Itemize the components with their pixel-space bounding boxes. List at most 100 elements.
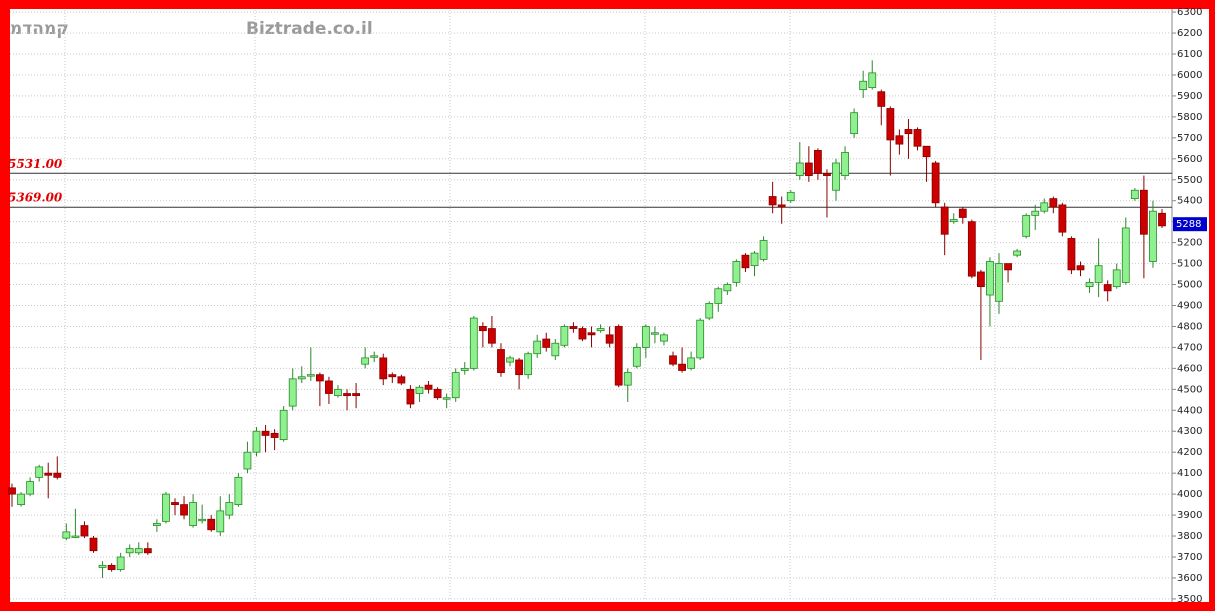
candle	[352, 383, 360, 409]
candle-body	[1076, 265, 1085, 271]
y-tick-label: 5600	[1177, 154, 1202, 165]
candle-body	[243, 451, 252, 470]
candle	[669, 351, 677, 367]
candle	[913, 127, 922, 151]
candle-body	[850, 112, 859, 135]
candle-body	[605, 334, 614, 344]
candle	[723, 282, 732, 296]
candle	[26, 477, 35, 497]
candle-body	[524, 353, 533, 376]
candle	[632, 343, 641, 369]
candle-body	[1004, 263, 1012, 271]
candle-body	[1121, 227, 1130, 283]
candle-body	[967, 221, 976, 277]
candle-body	[1022, 214, 1031, 237]
candle-body	[460, 367, 469, 371]
candle	[786, 190, 795, 203]
candle-body	[913, 129, 922, 147]
candle	[1058, 202, 1067, 237]
candle	[1076, 261, 1085, 277]
candle	[741, 253, 750, 272]
y-tick-label: 4000	[1177, 489, 1202, 500]
candle	[1130, 188, 1139, 201]
candle	[460, 362, 469, 375]
candle-body	[1103, 284, 1112, 292]
candle	[967, 219, 976, 279]
candle-body	[596, 328, 605, 332]
candle	[850, 108, 859, 138]
candle-body	[343, 393, 351, 397]
y-tick-label: 5100	[1177, 259, 1202, 270]
candle	[506, 355, 514, 367]
candle-body	[125, 548, 134, 554]
candle-body	[406, 388, 415, 405]
y-tick-label: 5800	[1177, 112, 1202, 123]
candle	[134, 542, 143, 555]
candle	[1121, 217, 1130, 285]
candle-body	[134, 548, 143, 554]
watermark: Biztrade.co.il	[246, 19, 373, 39]
y-tick-label: 4900	[1177, 301, 1202, 312]
candle-body	[306, 374, 315, 377]
candle-body	[832, 162, 840, 191]
candle	[343, 389, 351, 411]
candle	[732, 259, 741, 287]
candle-body	[1085, 282, 1094, 288]
candle-body	[1031, 210, 1040, 216]
candle-body	[216, 510, 225, 533]
candle-body	[8, 487, 16, 495]
candle	[1112, 263, 1121, 289]
y-tick-label: 4500	[1177, 384, 1202, 395]
y-tick-label: 3900	[1177, 510, 1202, 521]
y-tick-label: 5400	[1177, 196, 1202, 207]
y-tick-label: 5200	[1177, 238, 1202, 249]
candle	[696, 318, 705, 360]
candle-body	[578, 328, 587, 340]
candle-body	[234, 476, 243, 505]
candle	[886, 106, 895, 176]
candle	[116, 552, 125, 572]
candle	[904, 118, 913, 159]
candle-body	[1040, 202, 1049, 212]
candle	[379, 353, 388, 386]
candle	[777, 196, 786, 224]
candle	[433, 387, 442, 400]
candle-body	[107, 564, 116, 570]
candle	[180, 496, 188, 520]
candle	[279, 406, 288, 442]
candle-body	[189, 502, 198, 526]
candle-body	[1094, 265, 1103, 283]
candle-body	[678, 363, 686, 371]
candle	[768, 181, 777, 214]
candle-body	[542, 338, 551, 348]
candle	[986, 257, 994, 327]
candle	[44, 462, 53, 499]
candle	[171, 498, 179, 516]
candle-body	[17, 493, 25, 505]
candle-body	[171, 502, 179, 505]
candle-body	[506, 357, 514, 363]
candle	[143, 542, 152, 555]
candle	[605, 326, 614, 348]
candle-body	[569, 326, 578, 329]
candle-body	[859, 80, 868, 91]
candle	[107, 563, 116, 572]
candle	[895, 129, 904, 155]
candle-body	[279, 409, 288, 441]
candle	[125, 544, 134, 557]
candle-body	[180, 504, 188, 516]
candle-body	[515, 359, 523, 376]
candle	[243, 441, 252, 474]
candle-body	[297, 376, 306, 380]
candle-body	[551, 342, 560, 357]
y-tick-label: 5000	[1177, 280, 1202, 291]
y-tick-label: 3700	[1177, 552, 1202, 563]
candle	[515, 357, 523, 390]
candle-body	[315, 374, 324, 382]
candle-body	[1067, 238, 1076, 271]
candle-body	[1130, 189, 1139, 200]
candle	[442, 393, 451, 409]
candle	[832, 158, 840, 201]
candle-body	[261, 430, 270, 436]
